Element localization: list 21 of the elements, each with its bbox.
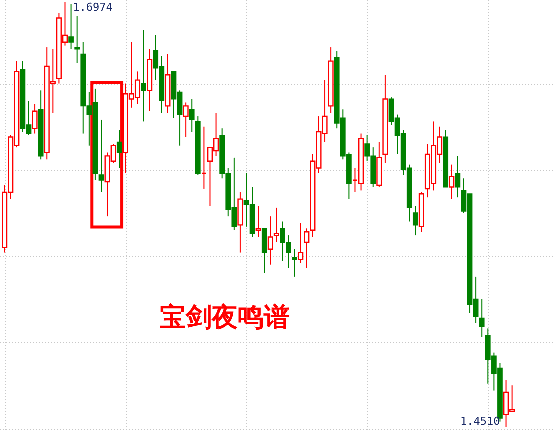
candlestick: [479, 298, 485, 338]
candlestick: [449, 164, 455, 200]
candlestick: [141, 30, 146, 122]
candlestick: [256, 206, 262, 238]
candlestick: [98, 119, 104, 193]
candlestick: [116, 130, 122, 169]
annotation: 宝剑夜鸣谱: [160, 303, 290, 333]
candlestick: [412, 206, 418, 236]
candlestick: [298, 222, 304, 264]
annotation: 1.4510: [460, 415, 500, 428]
candlestick: [74, 16, 80, 64]
candlestick: [32, 104, 38, 134]
candlestick: [292, 248, 298, 278]
candlestick: [304, 228, 310, 269]
candlestick: [268, 216, 274, 266]
candlestick: [274, 207, 280, 243]
annotation: 1.6974: [73, 1, 114, 14]
candlestick: [183, 102, 189, 138]
candlestick: [455, 156, 461, 198]
candlestick: [68, 4, 74, 50]
candlestick: [189, 98, 195, 133]
